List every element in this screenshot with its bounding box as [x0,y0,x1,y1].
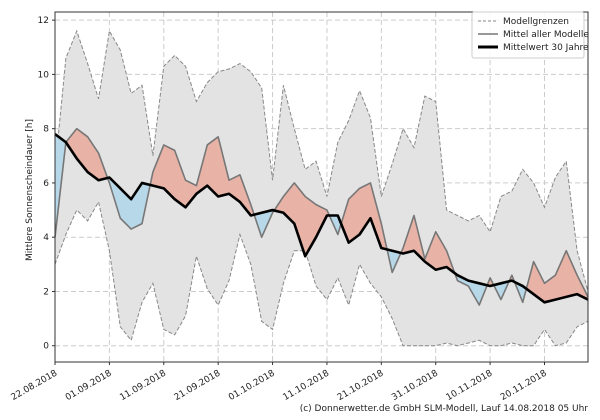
y-tick-label: 10 [38,70,50,80]
legend-label-mittel-aller-modelle: Mittel aller Modelle [503,30,589,40]
model-mean-line [54,127,589,306]
y-tick-label: 6 [43,179,49,189]
x-tick-label: 31.10.2018 [390,368,440,403]
legend: Modellgrenzen Mittel aller Modelle Mitte… [471,11,589,59]
x-ticks: 22.08.2018 01.09.2018 11.09.2018 21.09.2018… [10,362,549,403]
model-range-band [54,29,589,347]
plot-frame [54,11,589,363]
x-tick-label: 21.09.2018 [173,368,223,403]
x-tick-label: 01.10.2018 [227,368,277,403]
y-tick-label: 12 [38,16,49,26]
band-upper-line [54,29,589,292]
x-tick-label: 11.09.2018 [118,368,168,403]
legend-label-modellgrenzen: Modellgrenzen [503,17,569,27]
x-tick-label: 22.08.2018 [10,368,60,403]
x-tick-label: 01.09.2018 [64,368,114,403]
x-tick-label: 21.10.2018 [336,368,386,403]
y-tick-label: 8 [43,125,49,135]
axes [54,11,589,363]
credit-text: (c) Donnerwetter.de GmbH SLM-Modell, Lau… [299,404,588,414]
y-tick-label: 2 [43,287,49,297]
x-tick-label: 11.10.2018 [282,368,332,403]
series-lines [54,127,589,306]
legend-box [471,11,585,59]
y-axis-label: Mittlere Sonnenscheindauer [h] [25,119,35,261]
band-fill [55,30,588,346]
y-tick-label: 4 [43,233,49,243]
legend-label-mittelwert-30-jahre: Mittelwert 30 Jahre [503,43,589,53]
y-tick-label: 0 [43,342,49,352]
band-lower-line [54,200,589,347]
x-tick-label: 10.11.2018 [445,368,495,403]
climate-mean-line [54,133,589,304]
x-tick-label: 20.11.2018 [499,368,549,403]
y-ticks: 0 2 4 6 8 10 12 [38,16,55,352]
